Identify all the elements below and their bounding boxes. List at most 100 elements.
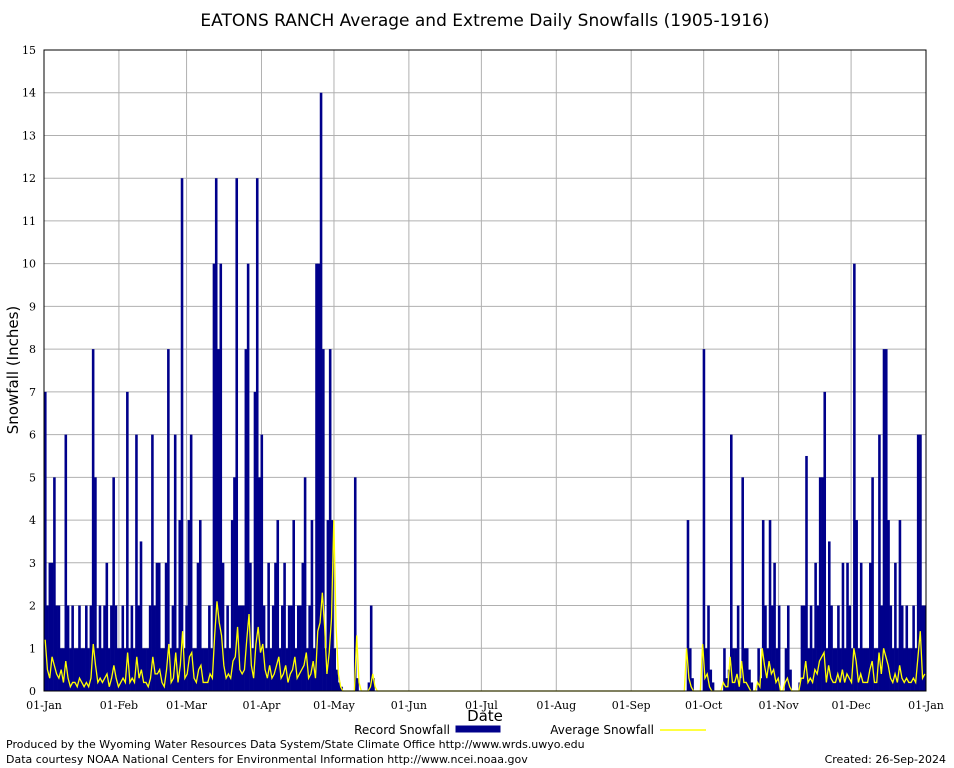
record-bar	[246, 263, 250, 691]
record-bar	[864, 648, 868, 691]
record-bar	[333, 648, 337, 691]
record-bar	[228, 648, 232, 691]
record-bar	[916, 434, 920, 691]
record-bar	[704, 648, 708, 691]
record-bar	[135, 434, 138, 691]
record-bar	[903, 648, 906, 691]
x-tick-label: 01-Nov	[759, 699, 800, 712]
record-bar	[315, 263, 318, 691]
record-bar	[153, 605, 156, 691]
record-bar	[253, 391, 257, 691]
record-bar	[244, 349, 248, 691]
record-bar	[691, 678, 694, 691]
record-bar	[745, 648, 749, 691]
record-bar	[884, 349, 888, 691]
record-bar	[912, 605, 915, 691]
record-bar	[87, 648, 90, 691]
record-bar	[889, 605, 893, 691]
record-bar	[146, 648, 150, 691]
record-bar	[201, 648, 204, 691]
record-bar	[167, 349, 170, 691]
y-tick-label: 7	[29, 386, 36, 399]
record-bar	[44, 391, 47, 691]
record-bar	[98, 605, 102, 691]
record-bar	[64, 434, 68, 691]
record-bar	[283, 562, 286, 691]
x-tick-label: 01-Dec	[831, 699, 870, 712]
record-bar	[853, 263, 856, 691]
record-bar	[180, 178, 184, 691]
record-bar	[171, 605, 175, 691]
record-bar	[151, 434, 154, 691]
record-bar	[53, 477, 56, 691]
record-bar	[866, 648, 870, 691]
record-bar	[832, 648, 836, 691]
record-bar	[773, 562, 776, 691]
record-bar	[741, 477, 744, 691]
record-bar	[100, 648, 104, 691]
record-bar	[789, 669, 792, 691]
record-bar	[121, 605, 125, 691]
record-bar	[48, 562, 52, 691]
record-bar	[303, 477, 307, 691]
record-bar	[839, 648, 842, 691]
legend-average-label: Average Snowfall	[550, 723, 654, 737]
record-bar	[116, 648, 120, 691]
record-bar	[816, 605, 820, 691]
record-bar	[71, 605, 74, 691]
record-bar	[233, 477, 236, 691]
record-bar	[290, 605, 293, 691]
record-bar	[898, 520, 902, 691]
record-bar	[800, 605, 804, 691]
record-bar	[914, 648, 918, 691]
record-bar	[688, 648, 692, 691]
record-bar	[203, 648, 207, 691]
record-bar	[882, 349, 886, 691]
record-bar	[353, 477, 357, 691]
record-bar	[338, 682, 341, 691]
record-bar	[178, 520, 182, 691]
record-bar	[210, 648, 213, 691]
record-bar	[711, 682, 715, 691]
record-bar	[702, 349, 706, 691]
x-tick-label: 01-Jan	[26, 699, 62, 712]
record-bar	[62, 648, 65, 691]
record-bar	[743, 648, 747, 691]
record-bar	[73, 648, 77, 691]
record-bar	[805, 455, 808, 691]
record-bar	[750, 682, 754, 691]
record-bar	[105, 562, 109, 691]
y-tick-label: 4	[29, 514, 36, 527]
record-bar	[896, 648, 899, 691]
record-bar	[212, 263, 216, 691]
record-bar	[224, 648, 227, 691]
record-bar	[271, 605, 275, 691]
record-bar	[823, 391, 827, 691]
record-bar	[734, 648, 738, 691]
record-bar	[78, 605, 81, 691]
record-bar	[308, 605, 311, 691]
record-bar	[910, 648, 913, 691]
record-bar	[103, 605, 106, 691]
record-bar	[281, 605, 284, 691]
y-tick-label: 5	[29, 471, 36, 484]
record-bar	[148, 605, 152, 691]
record-bar	[855, 520, 858, 691]
x-tick-label: 01-Oct	[685, 699, 723, 712]
created-date: Created: 26-Sep-2024	[824, 753, 946, 766]
x-tick-label: 01-Apr	[242, 699, 281, 712]
record-bar	[775, 648, 779, 691]
record-bar	[764, 605, 767, 691]
record-bar	[887, 520, 890, 691]
record-bar	[50, 562, 54, 691]
record-bar	[834, 648, 838, 691]
record-bar	[55, 605, 58, 691]
record-bar	[276, 520, 280, 691]
record-bar	[301, 562, 305, 691]
x-tick-label: 01-Feb	[100, 699, 138, 712]
record-bar	[235, 178, 239, 691]
record-bar	[812, 648, 815, 691]
record-bar	[369, 605, 373, 691]
record-bar	[921, 605, 925, 691]
